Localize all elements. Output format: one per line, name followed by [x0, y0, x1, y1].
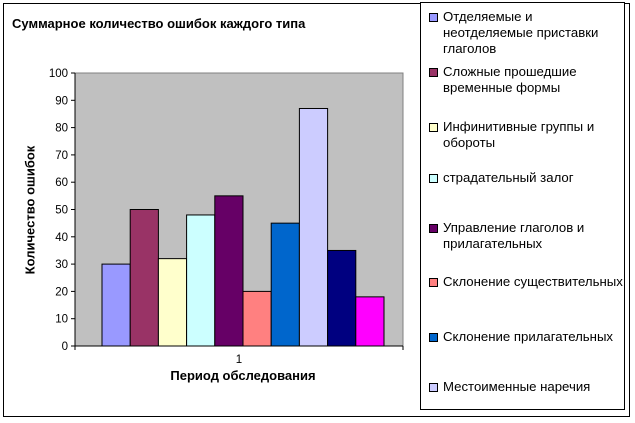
plot-area: 0 10 20 30 40 50 60 70 80 90 100 1 [49, 68, 404, 366]
bar-series-9 [327, 249, 357, 347]
bar-series-1 [101, 263, 131, 347]
y-tick-label-2: 20 [55, 286, 68, 298]
legend-label: Отделяемые и неотделяемые приставки глаг… [443, 9, 599, 56]
x-axis-title: Период обследования [170, 368, 316, 383]
bar-series-3 [157, 258, 188, 347]
legend-label: Инфинитивные группы и обороты [443, 119, 595, 150]
legend-label: Местоименные наречия [443, 379, 591, 394]
y-tick-label-6: 60 [55, 177, 68, 189]
legend-swatch [429, 123, 438, 132]
bar-series-7 [270, 222, 300, 347]
x-tick-label-0: 1 [236, 354, 242, 366]
y-tick-label-1: 10 [55, 314, 68, 326]
bar-series-2 [129, 209, 159, 347]
bar-series-8 [298, 107, 329, 347]
legend-label: Управление глаголов и прилагательных [443, 220, 585, 251]
y-tick-label-3: 30 [55, 259, 68, 271]
legend-swatch [429, 333, 438, 342]
y-tick-label-4: 40 [55, 232, 68, 244]
legend-label: Сложные прошедшие временные формы [443, 64, 577, 95]
bar-series-4 [186, 214, 216, 347]
legend-swatch [429, 224, 438, 233]
legend-swatch [429, 13, 438, 22]
y-tick-label-0: 0 [62, 341, 68, 353]
legend-label: Склонение прилагательных [443, 329, 614, 344]
legend-swatch [429, 278, 438, 287]
y-tick-label-9: 90 [55, 95, 68, 107]
chart-title: Суммарное количество ошибок каждого типа [12, 16, 306, 31]
bar-series-10 [355, 296, 385, 347]
bar-series-6 [242, 290, 272, 347]
legend-swatch [429, 68, 438, 77]
legend-label: страдательный залог [443, 170, 574, 185]
y-tick-label-5: 50 [55, 205, 68, 217]
bar-series-5 [214, 195, 244, 347]
legend-swatch [429, 174, 438, 183]
legend-label: Склонение существительных [443, 274, 623, 289]
y-tick-label-7: 70 [55, 150, 68, 162]
legend: Отделяемые и неотделяемые приставки глаг… [420, 2, 625, 410]
legend-swatch [429, 383, 438, 392]
y-tick-label-8: 80 [55, 123, 68, 135]
y-tick-label-10: 100 [49, 68, 68, 80]
